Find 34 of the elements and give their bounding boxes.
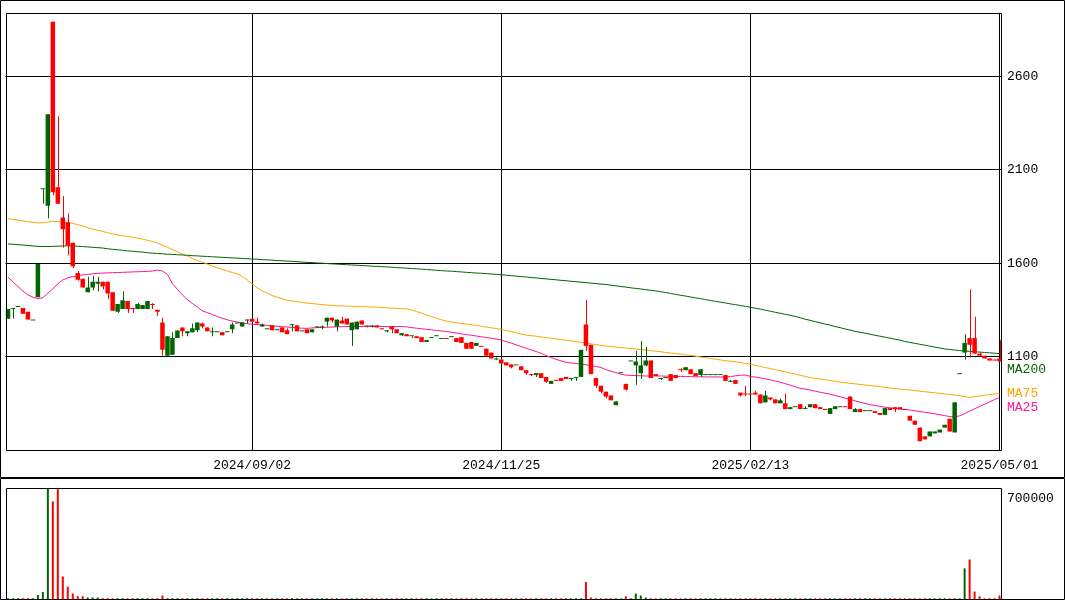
bar [634, 593, 637, 599]
bar [978, 596, 981, 599]
candlestick [678, 367, 683, 373]
series-label: MA200 [1007, 362, 1047, 378]
candlestick [10, 307, 16, 320]
candlestick [768, 397, 773, 401]
candlestick [778, 397, 783, 404]
candlestick [783, 393, 788, 410]
candlestick [175, 329, 180, 339]
bar [46, 488, 49, 599]
text: 700000 [1007, 491, 1054, 507]
candlestick [259, 323, 265, 327]
candlestick [728, 379, 733, 383]
candlestick [424, 339, 429, 343]
candlestick [573, 377, 579, 382]
y-tick-label: 1600 [1007, 255, 1039, 271]
y-tick-label: 2600 [1007, 68, 1039, 84]
y-tick-label: 2100 [1007, 162, 1039, 178]
candlestick [942, 424, 947, 429]
x-tick-label: 2025/05/01 [960, 458, 1039, 474]
series-label: MA75 [1007, 386, 1039, 402]
x-tick-label: 2024/09/02 [213, 458, 292, 474]
candlestick [917, 427, 923, 442]
candlestick [763, 390, 768, 403]
candlestick [658, 377, 663, 381]
bar [66, 586, 69, 599]
candlestick [155, 309, 160, 317]
y-tick-label: 1100 [1007, 349, 1039, 365]
x-tick-label: 2025/02/13 [711, 458, 790, 474]
series-label: MA25 [1007, 399, 1039, 415]
candlestick [474, 342, 479, 347]
x-tick-label: 2024/11/25 [462, 458, 541, 474]
candlestick [150, 302, 155, 310]
candlestick [723, 374, 728, 382]
